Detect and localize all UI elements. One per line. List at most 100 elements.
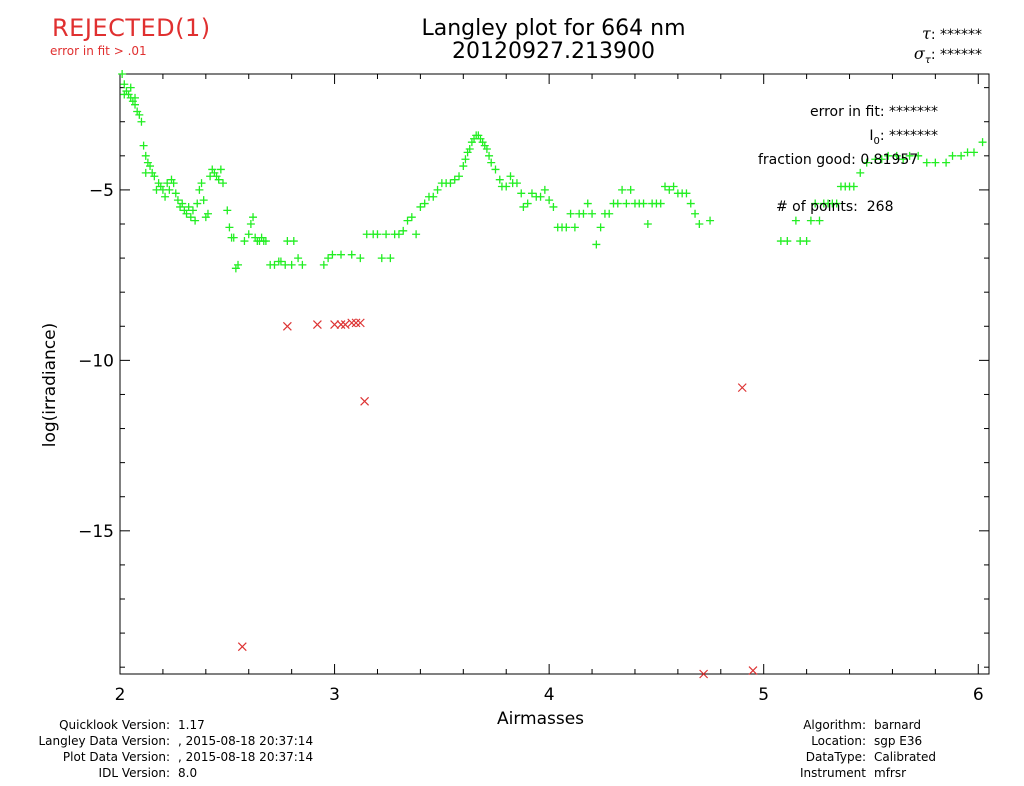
data-point-good [377,254,386,263]
data-point-good [884,151,893,160]
data-point-good [519,202,528,211]
chart-subtitle: 20120927.213900 [452,39,655,64]
data-point-good [249,213,258,222]
data-point-good [407,213,416,222]
data-point-good [135,110,144,119]
quicklook-value: 1.17 [178,718,205,732]
data-point-good [579,209,588,218]
idl-version-value: 8.0 [178,766,198,780]
data-point-good [214,175,223,184]
data-point-good [517,189,526,198]
data-point-good [276,257,285,266]
plot-frame [119,73,990,675]
data-point-good [216,165,225,174]
data-point-good [549,202,558,211]
data-point-good [178,199,187,208]
data-point-good [225,223,234,232]
data-point-good [656,199,665,208]
data-point-good [294,254,303,263]
data-point-good [691,209,700,218]
x-tick-label: 2 [115,685,126,705]
data-point-good [131,100,140,109]
data-point-good [815,216,824,225]
plot-version-value: , 2015-08-18 20:37:14 [178,750,314,764]
data-point-good [862,158,871,167]
data-point-good [669,182,678,191]
tau-symbol: τ [921,24,931,43]
langley-version-value: , 2015-08-18 20:37:14 [178,734,314,748]
data-point-rejected [351,318,361,328]
data-point-good [356,254,365,263]
data-point-good [141,151,150,160]
data-point-good [942,158,951,167]
quicklook-label: Quicklook Version: [59,718,170,732]
data-point-good [465,145,474,153]
data-point-good [536,192,545,201]
instrument-value: mfrsr [874,766,907,780]
algorithm-value: barnard [874,718,921,732]
data-point-good [482,145,491,153]
data-point-good [244,230,253,239]
data-point-good [791,216,800,225]
data-point-good [199,196,208,205]
data-point-good [622,199,631,208]
data-point-good [416,202,425,211]
data-point-good [188,206,197,215]
data-point-good [433,185,442,194]
sigma-tau-value: : ****** [930,47,982,63]
data-point-good [495,175,504,184]
num-points-label: # of points: [776,199,858,215]
data-point-good [412,230,421,239]
data-point-good [892,151,901,160]
data-point-good [914,151,923,160]
data-point-good [583,199,592,208]
x-axis-label: Airmasses [497,709,584,729]
data-point-good [298,260,307,269]
data-point-good [450,175,459,184]
data-point-good [229,233,238,242]
error-in-fit-value: ******* [889,104,938,120]
data-point-good [139,141,148,150]
data-point-rejected [737,383,747,393]
data-point-good [592,240,601,249]
data-point-good [643,220,652,228]
sigma-subscript: τ [924,54,931,66]
x-tick-label: 3 [329,685,340,705]
data-point-good [485,151,494,160]
data-point-good [324,254,333,263]
data-point-good [246,220,255,228]
datatype-label: DataType: [805,750,866,764]
data-point-good [399,226,408,235]
data-point-rejected [340,320,350,329]
data-point-good [218,179,227,188]
data-point-good [403,216,412,225]
data-point-good [197,179,206,188]
error-in-fit-label: error in fit: [809,104,885,120]
data-point-good [512,179,521,188]
data-point-good [195,185,204,194]
data-point-good [203,209,212,218]
fraction-good-value: 0.81957 [860,152,919,168]
data-point-good [240,237,249,246]
data-point-good [978,138,987,147]
data-point-good [382,230,391,239]
plot-axes: 2 3 4 5 6 −5 −10 −15 Airmasses log(irradiance) [40,73,990,729]
data-point-good [169,179,178,188]
data-point-rejected [355,318,365,328]
location-value: sgp E36 [874,734,923,748]
plot-version-label: Plot Data Version: [62,750,170,764]
data-point-good [150,172,159,181]
data-point-good [191,216,200,225]
data-point-good [783,237,792,246]
data-point-good [948,151,957,160]
data-point-good [420,199,429,208]
data-point-good [832,199,841,208]
i0-label: I [869,128,874,144]
sigma-symbol: σ [913,44,925,63]
chart-title: Langley plot for 664 nm [421,16,686,41]
data-point-good [193,199,202,208]
i0-subscript: 0 [873,135,880,147]
data-point-good [182,209,191,218]
data-point-good [626,185,635,194]
